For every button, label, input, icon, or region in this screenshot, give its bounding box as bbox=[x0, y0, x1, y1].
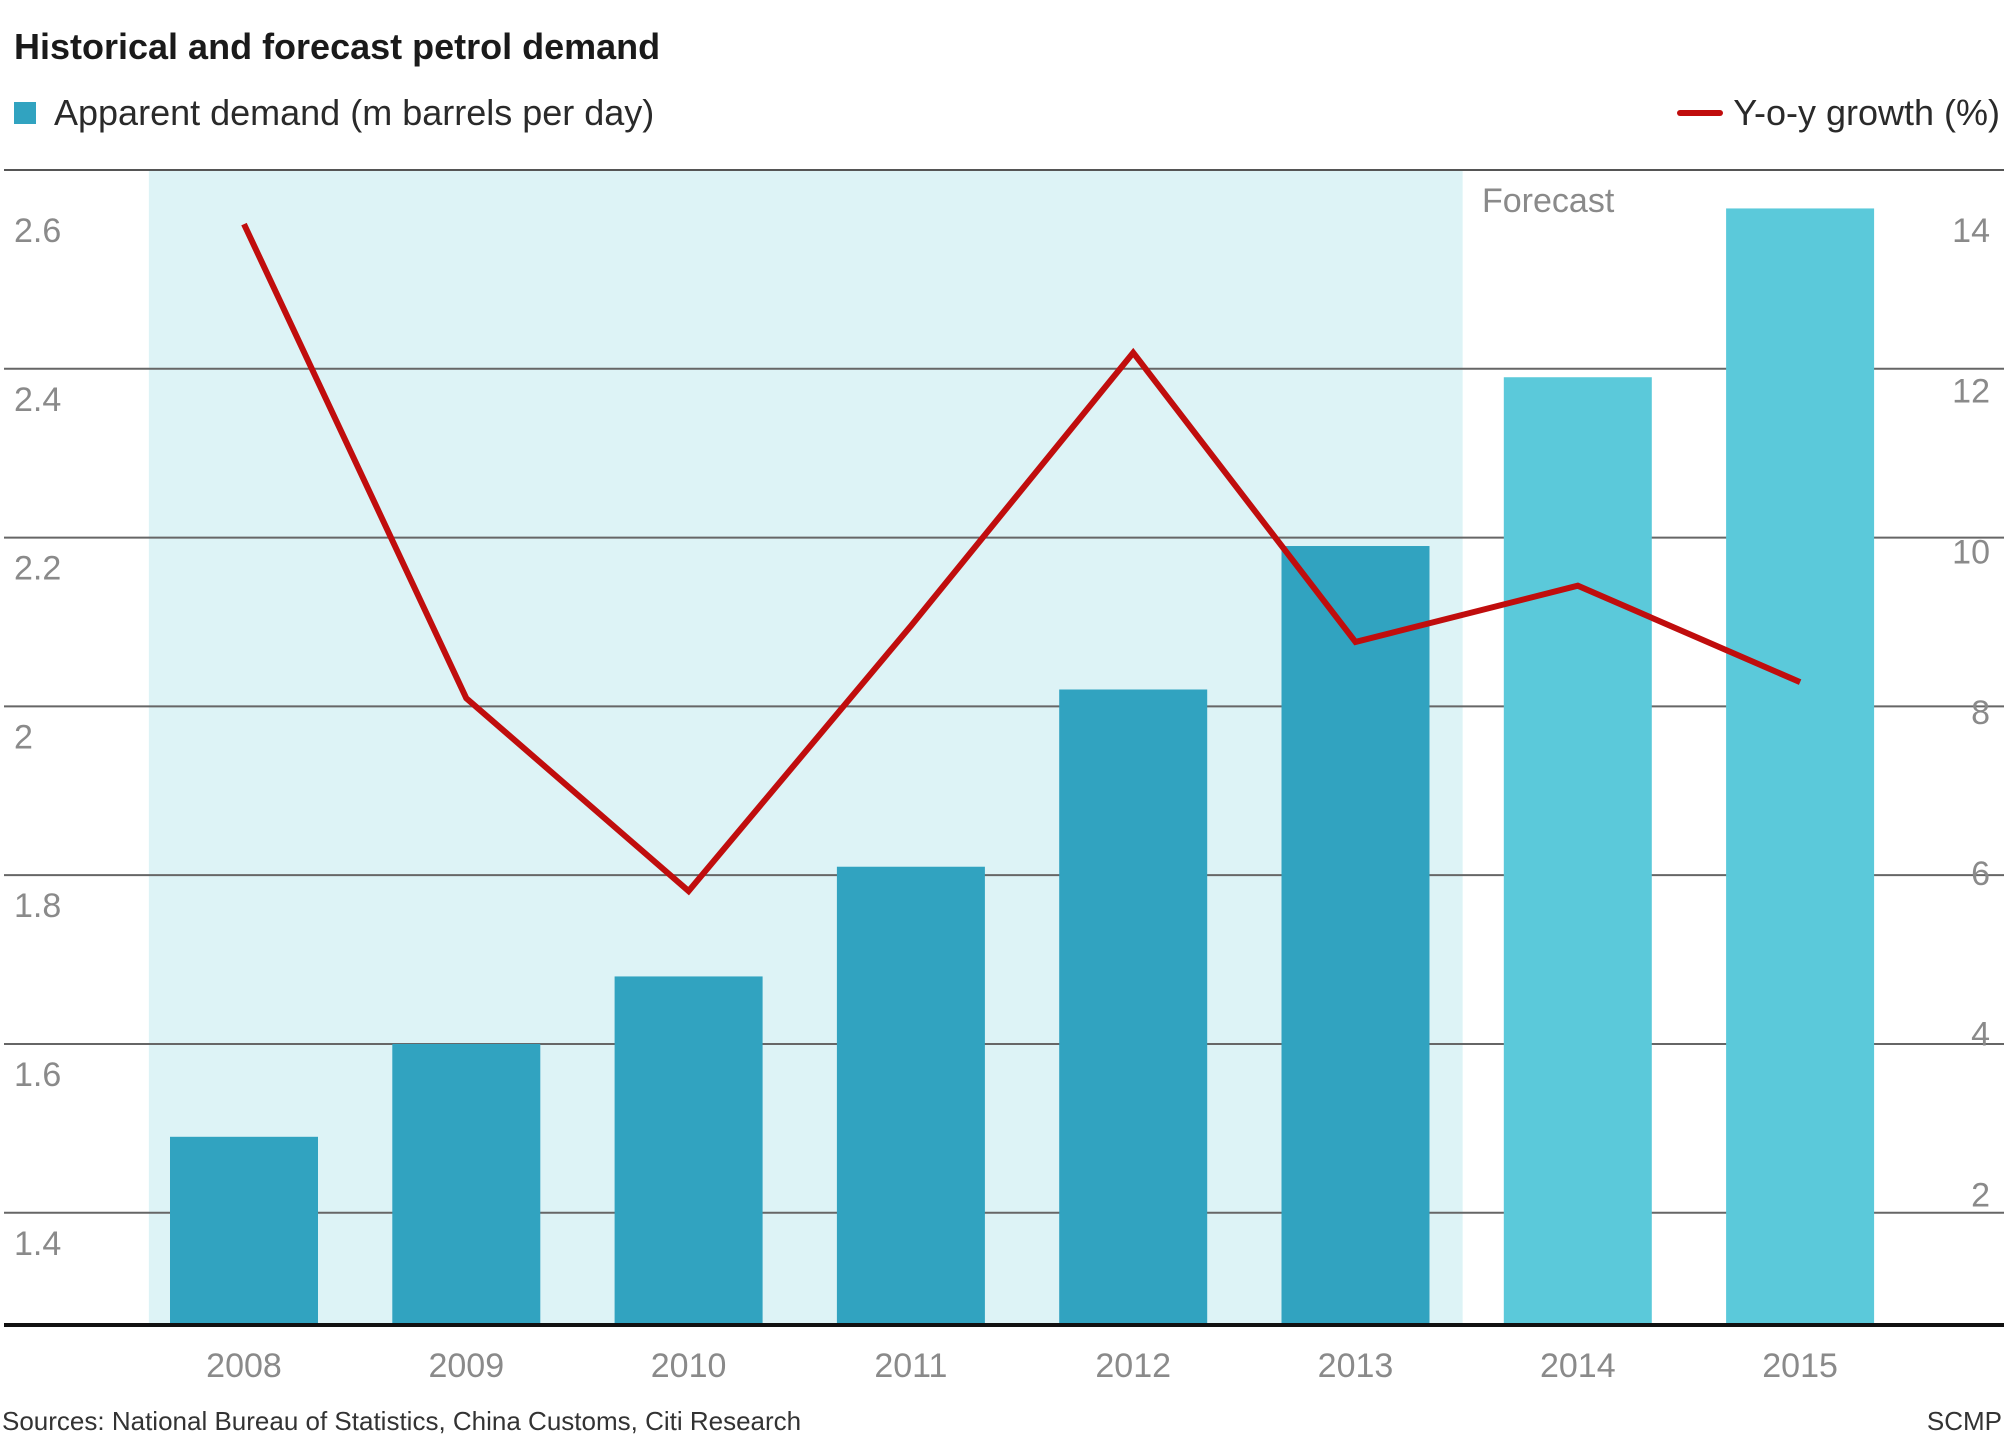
x-tick-label: 2008 bbox=[206, 1347, 282, 1385]
y-right-tick-label: 12 bbox=[1952, 373, 1990, 411]
x-tick-label: 2015 bbox=[1762, 1347, 1838, 1385]
y-left-tick-label: 2.2 bbox=[14, 550, 61, 588]
bar-2014 bbox=[1503, 377, 1652, 1325]
credit-note: SCMP bbox=[1926, 1406, 2002, 1436]
y-left-tick-label: 2.4 bbox=[14, 381, 61, 419]
x-tick-label: 2013 bbox=[1318, 1347, 1394, 1385]
x-tick-label: 2012 bbox=[1095, 1347, 1171, 1385]
legend-line: Y-o-y growth (%) bbox=[1677, 92, 2000, 134]
bar-2009 bbox=[392, 1043, 541, 1325]
bar-2010 bbox=[614, 976, 763, 1325]
y-right-tick-label: 8 bbox=[1971, 694, 1990, 732]
x-tick-label: 2010 bbox=[651, 1347, 727, 1385]
legend-swatch-bars bbox=[14, 102, 36, 124]
bar-2008 bbox=[170, 1136, 318, 1325]
x-tick-label: 2011 bbox=[874, 1347, 947, 1385]
legend-swatch-line bbox=[1677, 110, 1724, 116]
forecast-label: Forecast bbox=[1482, 182, 1615, 220]
bar-2013 bbox=[1281, 546, 1430, 1325]
legend-bars: Apparent demand (m barrels per day) bbox=[14, 92, 654, 134]
x-tick-label: 2009 bbox=[428, 1347, 504, 1385]
bar-2015 bbox=[1726, 208, 1875, 1326]
x-tick-label: 2014 bbox=[1540, 1347, 1616, 1385]
y-right-tick-label: 2 bbox=[1971, 1176, 1990, 1214]
y-left-tick-label: 2 bbox=[14, 718, 33, 756]
y-right-tick-label: 10 bbox=[1952, 533, 1990, 571]
y-left-tick-label: 2.6 bbox=[14, 212, 61, 250]
y-right-tick-label: 4 bbox=[1971, 1016, 1990, 1054]
y-left-tick-label: 1.4 bbox=[14, 1225, 61, 1263]
growth-line bbox=[241, 222, 1802, 896]
y-right-tick-label: 14 bbox=[1952, 212, 1990, 250]
legend-label-bars: Apparent demand (m barrels per day) bbox=[54, 92, 655, 133]
y-left-tick-label: 1.8 bbox=[14, 887, 61, 925]
y-right-tick-label: 6 bbox=[1971, 855, 1990, 893]
legend-label-line: Y-o-y growth (%) bbox=[1733, 92, 2000, 133]
bar-2012 bbox=[1059, 689, 1208, 1325]
chart-title: Historical and forecast petrol demand bbox=[14, 26, 661, 67]
y-left-tick-label: 1.6 bbox=[14, 1056, 61, 1094]
bar-2011 bbox=[836, 866, 985, 1325]
source-note: Sources: National Bureau of Statistics, … bbox=[2, 1406, 802, 1436]
